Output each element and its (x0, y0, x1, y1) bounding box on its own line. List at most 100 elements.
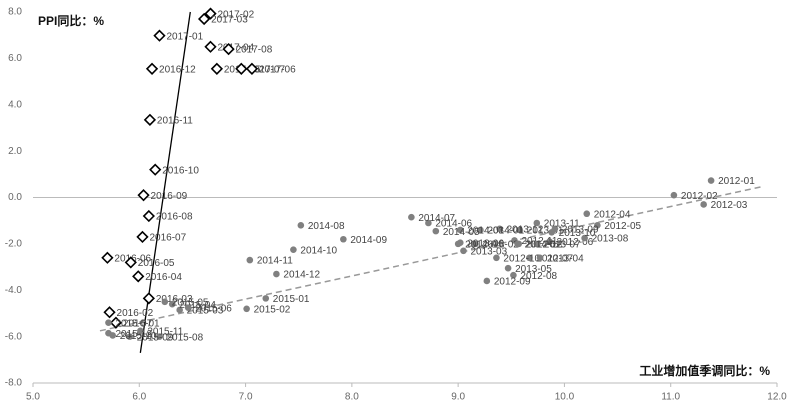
dot-point (246, 256, 254, 264)
dot-point (536, 254, 544, 262)
dot-point (297, 222, 305, 229)
dot-point (454, 240, 462, 248)
diamond-point (132, 270, 145, 283)
point-label: 2015-08 (166, 332, 203, 343)
dot-point (514, 240, 521, 248)
dot-point (548, 228, 555, 236)
point-label: 2017-07 (248, 64, 285, 75)
dot-point (477, 226, 484, 234)
point-label: 2016-05 (138, 258, 175, 269)
point-label: 2013-03 (470, 246, 507, 257)
point-label: 2012-01 (718, 176, 755, 187)
point-label: 2015-10 (120, 331, 157, 342)
y-tick-label: 4.0 (8, 99, 22, 110)
dot-point (471, 240, 479, 248)
point-label: 2013-08 (592, 234, 629, 245)
point-label: 2014-05 (443, 227, 480, 238)
point-label: 2014-03 (467, 226, 504, 237)
dot-point (700, 201, 707, 208)
y-axis-label: PPI同比：% (38, 13, 104, 28)
x-axis-label: 工业增加值季调同比：% (639, 363, 770, 378)
diamond-point (210, 62, 224, 75)
dot-point (516, 226, 524, 234)
dot-point (176, 306, 183, 314)
diamond-point (109, 316, 123, 329)
dot-point (408, 213, 415, 221)
point-label: 2013-12 (507, 224, 544, 235)
point-label: 2013-02 (482, 240, 519, 251)
point-label: 2012-05 (604, 221, 641, 232)
diamond-point (124, 256, 137, 269)
point-label: 2012-06 (557, 237, 594, 248)
point-label: 2014-08 (308, 221, 345, 232)
point-label: 2013-10 (559, 228, 596, 239)
x-tick-label: 12.0 (767, 392, 787, 403)
x-tick-label: 7.0 (239, 392, 253, 403)
dot-point (483, 277, 491, 285)
dot-point (432, 227, 440, 235)
diamond-point (101, 251, 114, 264)
point-label: 2012-11 (521, 236, 557, 247)
point-label: 2015-04 (179, 300, 216, 311)
point-label: 2015-05 (172, 297, 209, 308)
dot-point (184, 304, 192, 311)
y-tick-label: 8.0 (8, 7, 22, 18)
diamond-point (145, 62, 159, 75)
point-label: 2015-03 (187, 306, 224, 317)
point-label: 2015-11 (147, 326, 183, 337)
dot-point (460, 247, 467, 255)
point-label: 2012-03 (711, 200, 748, 211)
diamond-point (143, 113, 157, 126)
dot-point (581, 234, 588, 242)
x-tick-label: 9.0 (451, 392, 465, 403)
point-label: 2016-03 (156, 294, 193, 305)
dot-point (594, 222, 601, 229)
x-tick-label: 8.0 (345, 392, 359, 403)
dot-point (496, 225, 503, 233)
point-label: 2016-11 (157, 115, 193, 126)
point-label: 2013-09 (562, 224, 599, 235)
point-label: 2013-05 (515, 264, 552, 275)
dot-point (526, 254, 533, 262)
point-label: 2014-12 (283, 270, 320, 281)
dot-point (583, 210, 591, 218)
diamond-point (235, 62, 248, 75)
point-label: 2017-02 (217, 9, 254, 20)
dot-point (105, 329, 112, 337)
point-label: 2017-08 (236, 45, 273, 56)
point-label: 2014-06 (435, 219, 472, 230)
point-label: 2016-02 (117, 308, 154, 319)
dot-point (670, 191, 678, 199)
point-label: 2014-01 (487, 226, 524, 237)
point-label: 2012-07 (536, 253, 573, 264)
x-tick-label: 6.0 (132, 392, 146, 403)
dot-point (533, 219, 541, 227)
diamond-point (149, 163, 162, 176)
dot-point (161, 298, 169, 306)
point-label: 2014-09 (350, 235, 387, 246)
point-label: 2017-04 (217, 42, 254, 53)
point-label: 2012-09 (494, 277, 531, 288)
y-tick-label: 2.0 (8, 146, 22, 157)
dot-point (504, 264, 512, 272)
point-label: 2013-11 (544, 219, 580, 230)
point-label: 2015-07 (115, 318, 152, 329)
dot-point (243, 305, 250, 313)
dot-point (456, 226, 464, 234)
dot-point (262, 295, 270, 302)
dot-point (493, 254, 500, 262)
diamond-point (153, 29, 166, 42)
y-tick-label: -8.0 (5, 378, 23, 389)
point-label: 2013-07 (544, 240, 581, 251)
point-label: 2015-12 (115, 329, 152, 340)
point-label: 2014-02 (525, 240, 562, 251)
diamond-point (204, 40, 217, 53)
y-tick-label: 6.0 (8, 53, 22, 64)
point-label: 2017-06 (259, 64, 296, 75)
point-label: 2012-02 (681, 191, 718, 202)
point-label: 2013-04 (547, 253, 584, 264)
point-label: 2015-09 (137, 332, 174, 343)
y-tick-label: -6.0 (5, 331, 23, 342)
point-label: 2013-06 (467, 238, 504, 249)
